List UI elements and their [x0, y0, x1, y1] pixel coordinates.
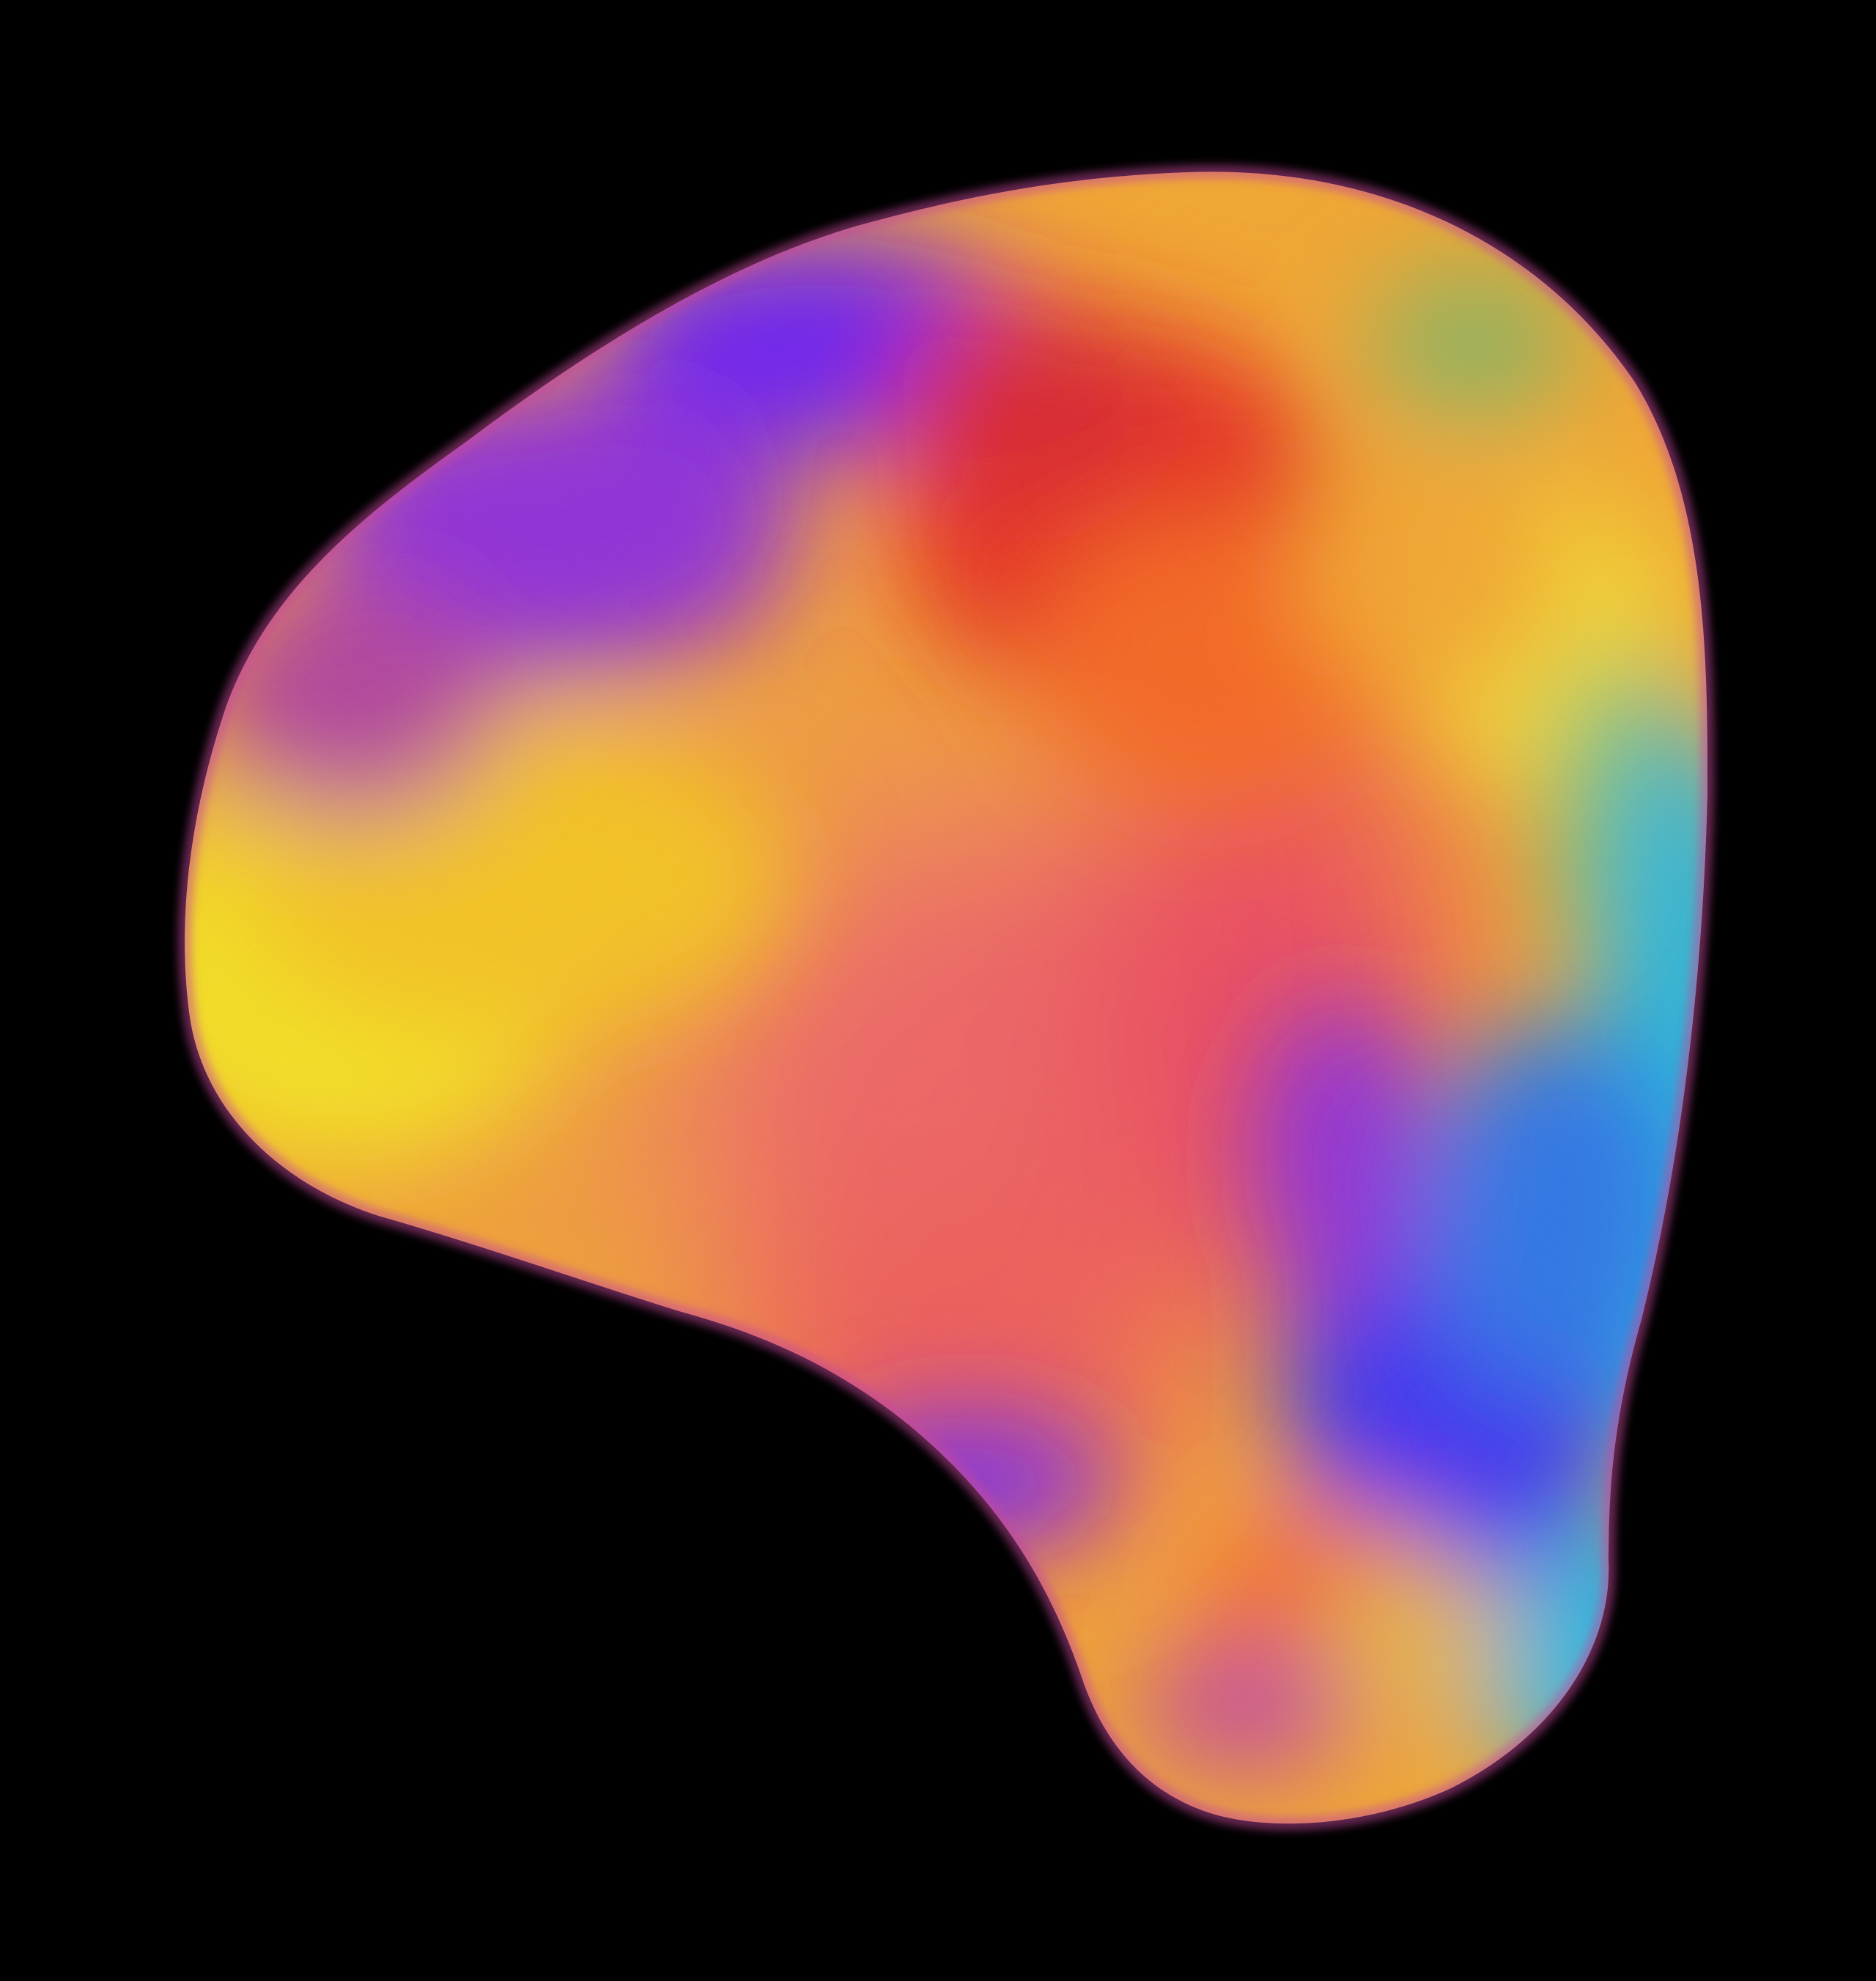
canvas-background	[178, 165, 1715, 1831]
gradient-blob-artwork	[178, 165, 1715, 1831]
